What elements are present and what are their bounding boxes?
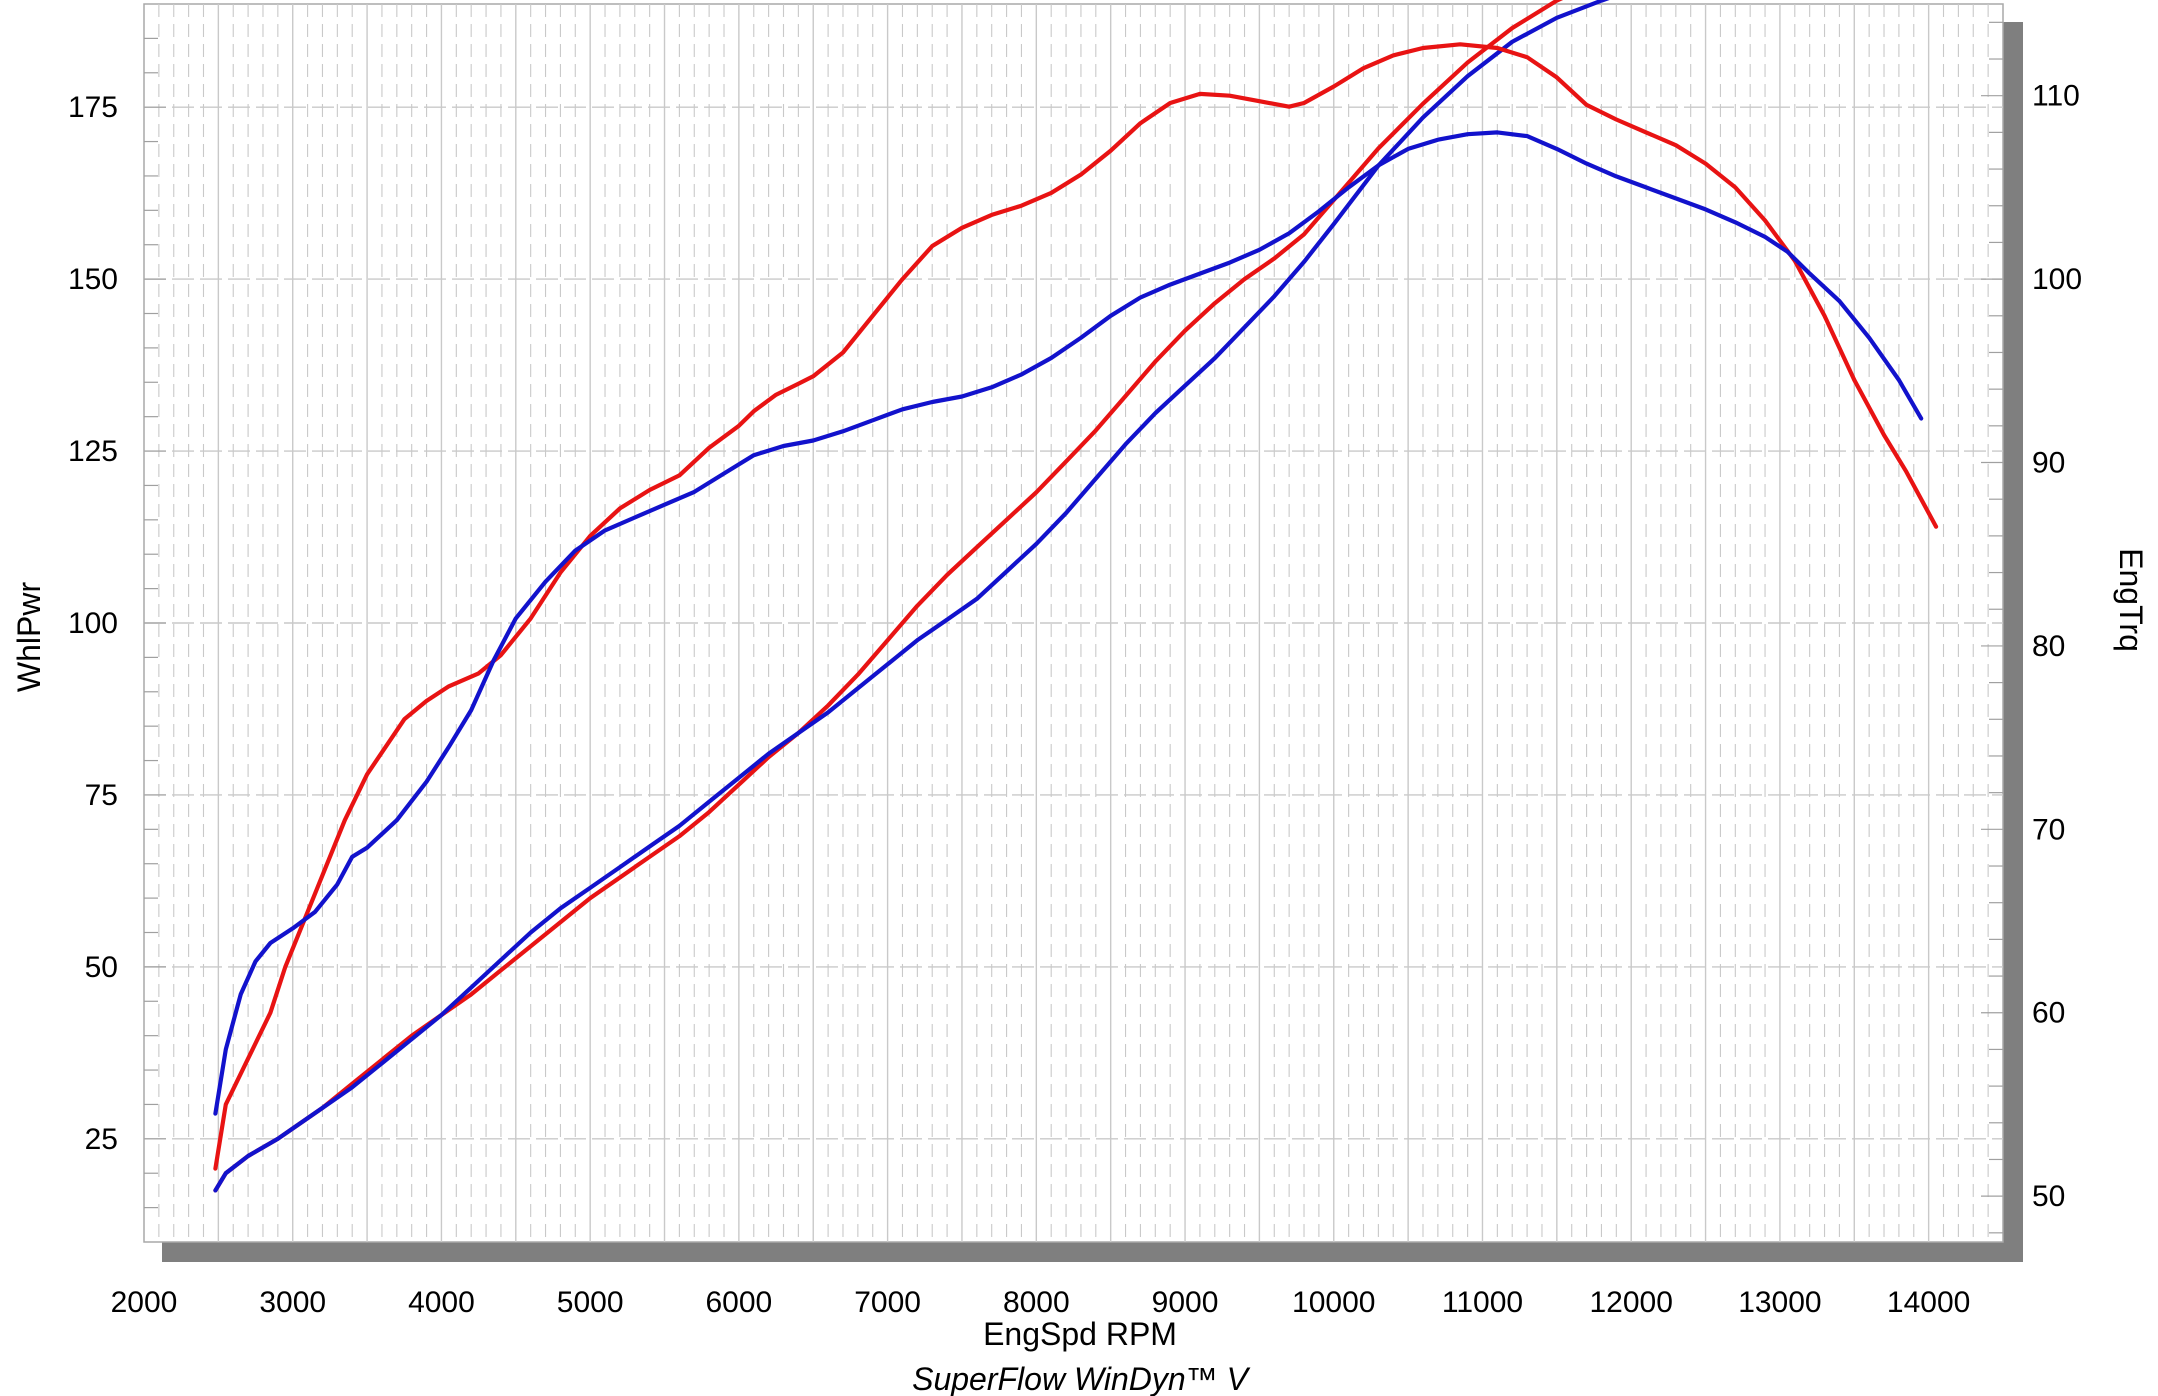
x-tick-label: 3000 <box>259 1286 326 1319</box>
y-axis-right-title: EngTrq <box>2113 548 2149 652</box>
y-right-tick-label: 90 <box>2032 447 2065 480</box>
x-tick-label: 12000 <box>1589 1286 1672 1319</box>
tick-marks <box>144 21 2003 1234</box>
y-left-tick-label: 150 <box>68 263 118 296</box>
x-tick-label: 5000 <box>557 1286 624 1319</box>
y-left-tick-label: 125 <box>68 435 118 468</box>
series-line-red-torque <box>213 42 1939 1171</box>
y-right-tick-label: 110 <box>2032 80 2080 113</box>
y-right-tick-label: 50 <box>2032 1180 2065 1213</box>
y-right-tick-label: 100 <box>2032 263 2082 296</box>
y-left-tick-label: 175 <box>68 91 118 124</box>
x-tick-label: 7000 <box>854 1286 921 1319</box>
x-tick-label: 6000 <box>706 1286 773 1319</box>
x-tick-label: 13000 <box>1738 1286 1821 1319</box>
x-axis-title: EngSpd RPM <box>983 1316 1177 1352</box>
software-footer: SuperFlow WinDyn™ V <box>912 1361 1250 1396</box>
y-left-tick-label: 50 <box>85 951 118 984</box>
series-line-blue-power <box>213 0 1610 1193</box>
y-left-tick-label: 25 <box>85 1123 118 1156</box>
y-right-tick-label: 70 <box>2032 813 2065 846</box>
y-right-tick-label: 80 <box>2032 630 2065 663</box>
plot-shadow-right <box>2003 22 2023 1258</box>
x-tick-label: 10000 <box>1292 1286 1375 1319</box>
y-axis-left-title: WhlPwr <box>11 582 47 693</box>
x-tick-label: 9000 <box>1152 1286 1219 1319</box>
plot-shadow-bottom <box>162 1242 2023 1262</box>
x-tick-label: 11000 <box>1442 1286 1523 1319</box>
series-line-blue-torque <box>213 130 1924 1116</box>
series-lines <box>213 0 1939 1193</box>
x-tick-label: 4000 <box>408 1286 475 1319</box>
y-right-tick-label: 60 <box>2032 997 2065 1030</box>
tick-labels: 2000 3000 4000 5000 6000 7000 8000 9000 10000 110… <box>68 80 2082 1319</box>
y-left-tick-label: 75 <box>85 779 118 812</box>
x-tick-label: 8000 <box>1003 1286 1070 1319</box>
x-tick-label: 14000 <box>1887 1286 1970 1319</box>
y-left-tick-label: 100 <box>68 607 118 640</box>
x-tick-label: 2000 <box>111 1286 178 1319</box>
